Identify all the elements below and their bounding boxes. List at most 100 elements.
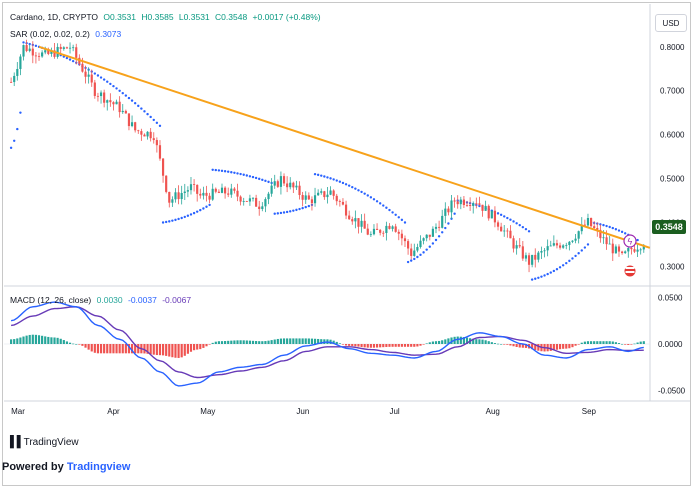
macd-hist-bar — [295, 338, 298, 344]
candle-body — [118, 101, 121, 113]
macd-hist-bar — [363, 344, 366, 348]
macd-hist-bar — [611, 341, 614, 344]
sar-dot — [143, 110, 146, 113]
low-value: L0.3531 — [178, 12, 210, 22]
tradingview-logo[interactable]: ▐▐ TradingView — [6, 436, 79, 448]
candle-body — [13, 75, 16, 83]
macd-hist-bar — [230, 340, 233, 344]
macd-legend[interactable]: MACD (12, 26, close) 0.0030 -0.0037 -0.0… — [10, 295, 194, 305]
sar-dot — [127, 96, 131, 100]
candle-body — [323, 191, 326, 198]
sar-legend[interactable]: SAR (0.02, 0.02, 0.2) 0.3073 — [10, 29, 124, 39]
candle-body — [161, 158, 165, 176]
macd-hist-bar — [366, 344, 369, 348]
sar-dot — [320, 174, 323, 177]
time-axis: Mar Apr May Jun Jul Aug Sep — [11, 407, 596, 416]
candle-body — [255, 197, 258, 207]
sar-dot — [341, 181, 345, 185]
candle-body — [224, 187, 227, 194]
candle-body — [459, 199, 462, 205]
candle-body — [388, 225, 391, 229]
sar-dot — [230, 171, 233, 174]
sar-dot — [186, 214, 190, 217]
macd-hist-bar — [422, 344, 425, 345]
candle-body — [149, 131, 152, 139]
candle-body — [68, 47, 72, 49]
macd-hist-bar — [375, 344, 379, 348]
price-tick-label: 0.7000 — [660, 87, 685, 96]
sar-dot — [602, 223, 605, 227]
sar-dot — [130, 99, 134, 102]
sar-dot — [441, 231, 444, 234]
candle-body — [621, 251, 624, 254]
currency-button[interactable]: USD — [655, 14, 687, 32]
sar-dot — [254, 176, 258, 180]
macd-hist-bar — [242, 340, 245, 344]
macd-hist-bar — [549, 344, 552, 351]
sar-dot — [605, 224, 608, 228]
candle-body — [642, 246, 645, 250]
lightning-event-icon — [623, 234, 637, 248]
sar-dot — [546, 272, 549, 276]
powered-brand-link[interactable]: Tradingview — [66, 461, 131, 473]
sar-dot — [574, 254, 577, 258]
sar-dot — [366, 194, 369, 197]
candle-body — [586, 217, 590, 226]
sar-dot — [378, 202, 382, 205]
candle-body — [298, 185, 301, 196]
macd-hist-bar — [304, 338, 307, 344]
flag-stripe — [625, 267, 635, 269]
sar-dot — [568, 259, 571, 263]
macd-hist-bar — [183, 344, 186, 356]
symbol-legend[interactable]: Cardano, 1D, CRYPTO O0.3531 H0.3585 L0.3… — [10, 12, 324, 22]
sar-dot — [555, 267, 559, 271]
candle-body — [593, 226, 596, 229]
macd-hist-bar — [81, 344, 84, 346]
candle-body — [400, 233, 403, 239]
sar-dot — [118, 89, 121, 92]
sar-dot — [335, 179, 338, 182]
candle-body — [397, 231, 400, 234]
macd-hist-bar — [78, 344, 81, 345]
candle-body — [239, 196, 242, 202]
macd-hist-bar — [127, 344, 131, 354]
candle-body — [202, 192, 205, 196]
candle-body — [248, 198, 251, 202]
macd-hist-bar — [379, 344, 382, 348]
sar-dot — [13, 139, 16, 142]
macd-hist-bar — [627, 344, 630, 345]
time-tick-label: Sep — [582, 407, 597, 416]
macd-hist-bar — [143, 344, 146, 354]
candle-body — [261, 206, 264, 210]
sar-dot — [112, 84, 115, 88]
lightning-glyph: ϟ — [628, 237, 633, 247]
macd-hist-bar — [493, 343, 497, 344]
candle-body — [289, 182, 292, 188]
macd-lines — [10, 301, 644, 387]
flag-stripe — [625, 271, 635, 273]
macd-hist-bar — [239, 340, 242, 344]
macd-hist-bar — [391, 344, 394, 347]
sar-dot — [152, 118, 155, 122]
sar-dot — [599, 223, 602, 226]
sar-dot — [261, 178, 264, 182]
sar-dot — [478, 204, 481, 208]
price-tick-label: 0.8000 — [660, 43, 685, 52]
sar-dot — [155, 121, 159, 125]
candle-body — [174, 192, 177, 200]
high-value: H0.3585 — [141, 12, 174, 22]
macd-hist-bar — [137, 344, 140, 354]
sar-dot — [183, 215, 186, 219]
sar-dot — [360, 190, 363, 194]
macd-hist-bar — [459, 336, 462, 344]
candle-body — [605, 237, 608, 245]
macd-hist-bar — [301, 338, 304, 344]
sar-dot — [580, 249, 583, 252]
candle-body — [636, 249, 639, 252]
candle-body — [87, 74, 90, 77]
sar-dot — [534, 277, 537, 280]
macd-hist-bar — [282, 338, 286, 344]
macd-hist-bar — [410, 344, 413, 347]
sar-dot — [217, 169, 221, 172]
